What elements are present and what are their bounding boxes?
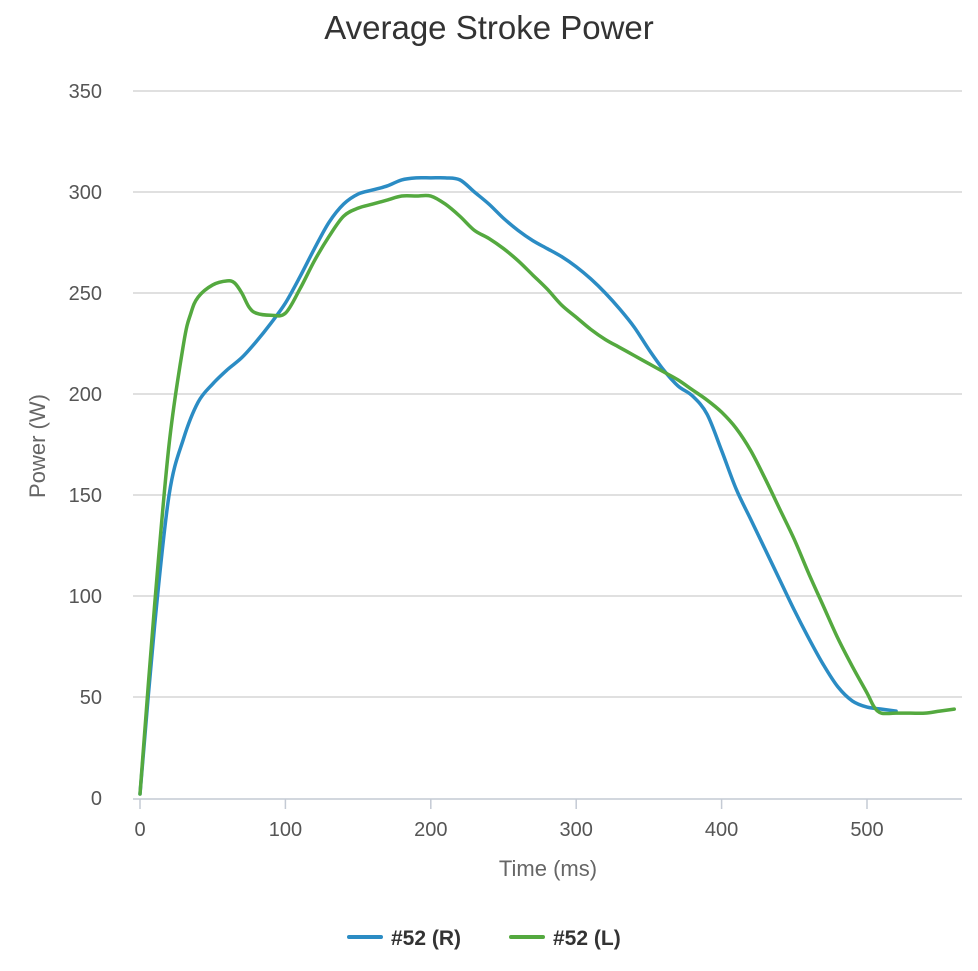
x-tick-label: 400 — [705, 819, 738, 841]
series-line-1 — [138, 193, 956, 796]
y-axis-ticks: 0 50 100 150 200 250 300 350 — [69, 81, 102, 810]
legend-label: #52 (R) — [391, 927, 461, 950]
legend-label: #52 (L) — [553, 927, 621, 950]
gridlines — [133, 90, 962, 698]
x-tick-label: 300 — [560, 819, 593, 841]
x-axis-ticks: 0 100 200 300 400 500 — [134, 799, 884, 841]
x-tick-label: 500 — [850, 819, 883, 841]
y-tick-label: 0 — [91, 788, 102, 810]
x-tick-label: 0 — [134, 819, 145, 841]
series-line-0 — [138, 175, 898, 796]
x-tick-label: 100 — [269, 819, 302, 841]
y-tick-label: 350 — [69, 81, 102, 103]
y-tick-label: 200 — [69, 384, 102, 406]
y-tick-label: 100 — [69, 586, 102, 608]
y-tick-label: 250 — [69, 283, 102, 305]
y-tick-label: 150 — [69, 485, 102, 507]
y-tick-label: 300 — [69, 182, 102, 204]
x-tick-label: 200 — [414, 819, 447, 841]
legend-item-0[interactable]: #52 (R) — [347, 927, 461, 950]
series-lines — [138, 175, 956, 796]
legend-item-1[interactable]: #52 (L) — [509, 927, 621, 950]
chart-title: Average Stroke Power — [324, 9, 654, 46]
x-axis-label: Time (ms) — [499, 856, 597, 881]
legend: #52 (R) #52 (L) — [347, 927, 621, 950]
y-axis-label: Power (W) — [25, 394, 50, 498]
y-tick-label: 50 — [80, 687, 102, 709]
